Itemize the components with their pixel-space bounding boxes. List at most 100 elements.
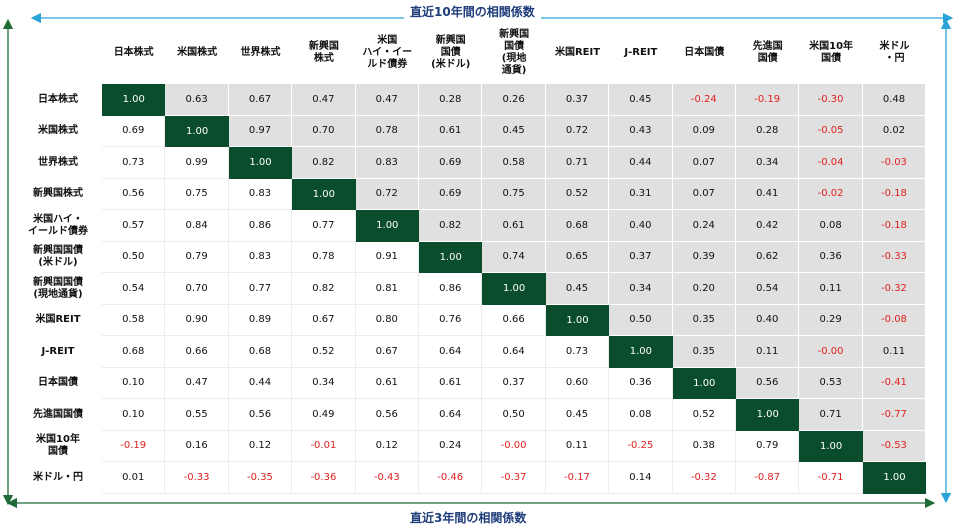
upper-cell: -0.77 (862, 399, 927, 431)
lower-cell: -0.01 (292, 430, 356, 462)
diagonal-cell: 1.00 (545, 304, 610, 336)
lower-cell: 0.56 (355, 399, 419, 431)
upper-cell: -0.08 (862, 304, 927, 336)
row-header: 新興国国債 (現地通貨) (33, 276, 83, 300)
upper-cell: -0.32 (862, 273, 927, 305)
diagonal-cell: 1.00 (419, 241, 483, 273)
lower-cell: 0.58 (102, 304, 166, 336)
lower-cell: 0.77 (228, 273, 293, 305)
row-header: 米国株式 (38, 125, 78, 137)
upper-cell: 0.83 (355, 147, 419, 179)
column-header: 米国REIT (554, 47, 601, 58)
lower-cell: -0.46 (419, 462, 483, 494)
lower-cell: 0.68 (102, 336, 166, 368)
row-header: 米国10年 国債 (36, 434, 80, 458)
lower-cell: 0.66 (482, 304, 546, 336)
diagonal-cell: 1.00 (672, 367, 736, 399)
upper-cell: 0.26 (482, 84, 546, 116)
diagonal-cell: 1.00 (862, 462, 927, 494)
upper-cell: 0.34 (609, 273, 673, 305)
lower-cell: 0.67 (292, 304, 356, 336)
column-header: 米国株式 (177, 47, 218, 58)
lower-cell: 0.54 (102, 273, 166, 305)
upper-cell: 0.28 (419, 84, 483, 116)
lower-cell: 0.12 (228, 430, 293, 462)
upper-cell: 0.75 (482, 178, 546, 210)
lower-cell: 0.08 (609, 399, 673, 431)
diagonal-cell: 1.00 (292, 178, 356, 210)
lower-cell: -0.17 (545, 462, 610, 494)
lower-cell: 0.70 (165, 273, 229, 305)
upper-cell: -0.05 (799, 115, 863, 147)
upper-cell: -0.53 (862, 430, 927, 462)
bottom-title: 直近3年間の相関係数 (404, 509, 533, 526)
lower-cell: 0.56 (228, 399, 293, 431)
upper-cell: 0.61 (482, 210, 546, 242)
upper-cell: 0.42 (736, 210, 800, 242)
upper-cell: -0.33 (862, 241, 927, 273)
diagonal-cell: 1.00 (799, 430, 863, 462)
upper-cell: 0.45 (609, 84, 673, 116)
lower-cell: 0.77 (292, 210, 356, 242)
row-header: 世界株式 (38, 156, 78, 168)
lower-cell: 0.91 (355, 241, 419, 273)
lower-cell: 0.68 (228, 336, 293, 368)
upper-cell: -0.18 (862, 210, 927, 242)
lower-cell: -0.25 (609, 430, 673, 462)
upper-cell: 0.40 (609, 210, 673, 242)
lower-cell: -0.32 (672, 462, 736, 494)
upper-cell: 0.65 (545, 241, 610, 273)
upper-cell: -0.18 (862, 178, 927, 210)
lower-cell: -0.33 (165, 462, 229, 494)
lower-cell: 0.73 (102, 147, 166, 179)
upper-cell: 0.68 (545, 210, 610, 242)
upper-cell: 0.78 (355, 115, 419, 147)
row-header: 米ドル・円 (33, 471, 83, 483)
lower-cell: 0.76 (419, 304, 483, 336)
lower-cell: 0.50 (482, 399, 546, 431)
upper-cell: 0.72 (355, 178, 419, 210)
lower-cell: 0.36 (609, 367, 673, 399)
diagonal-cell: 1.00 (228, 147, 293, 179)
lower-cell: 0.11 (545, 430, 610, 462)
upper-cell: 0.45 (545, 273, 610, 305)
lower-cell: 0.69 (102, 115, 166, 147)
upper-cell: 0.28 (736, 115, 800, 147)
row-header: 先進国国債 (33, 408, 83, 420)
upper-cell: 0.11 (736, 336, 800, 368)
upper-cell: -0.19 (736, 84, 800, 116)
upper-cell: 0.37 (609, 241, 673, 273)
column-header: 米国10年 国債 (809, 41, 854, 64)
upper-cell: 0.70 (292, 115, 356, 147)
upper-cell: 0.34 (736, 147, 800, 179)
lower-cell: 0.66 (165, 336, 229, 368)
lower-cell: 0.79 (736, 430, 800, 462)
upper-cell: 0.48 (862, 84, 927, 116)
lower-cell: 0.75 (165, 178, 229, 210)
lower-cell: 0.49 (292, 399, 356, 431)
diagonal-cell: 1.00 (482, 273, 546, 305)
lower-cell: 0.83 (228, 241, 293, 273)
upper-cell: 0.44 (609, 147, 673, 179)
lower-cell: 0.67 (355, 336, 419, 368)
lower-cell: 0.86 (419, 273, 483, 305)
diagonal-cell: 1.00 (609, 336, 673, 368)
upper-cell: 0.97 (228, 115, 293, 147)
column-header: 日本国債 (684, 47, 725, 58)
upper-cell: 0.72 (545, 115, 610, 147)
lower-cell: 0.61 (355, 367, 419, 399)
lower-cell: 0.64 (482, 336, 546, 368)
diagonal-cell: 1.00 (102, 84, 166, 116)
lower-cell: 0.01 (102, 462, 166, 494)
row-header: 日本国債 (38, 377, 78, 389)
row-header: J-REIT (41, 345, 75, 357)
upper-cell: 0.39 (672, 241, 736, 273)
upper-cell: 0.11 (862, 336, 927, 368)
upper-cell: 0.40 (736, 304, 800, 336)
lower-cell: -0.36 (292, 462, 356, 494)
lower-cell: 0.47 (165, 367, 229, 399)
upper-cell: 0.09 (672, 115, 736, 147)
lower-cell: 0.45 (545, 399, 610, 431)
upper-cell: 0.82 (419, 210, 483, 242)
column-header: J-REIT (624, 47, 658, 58)
